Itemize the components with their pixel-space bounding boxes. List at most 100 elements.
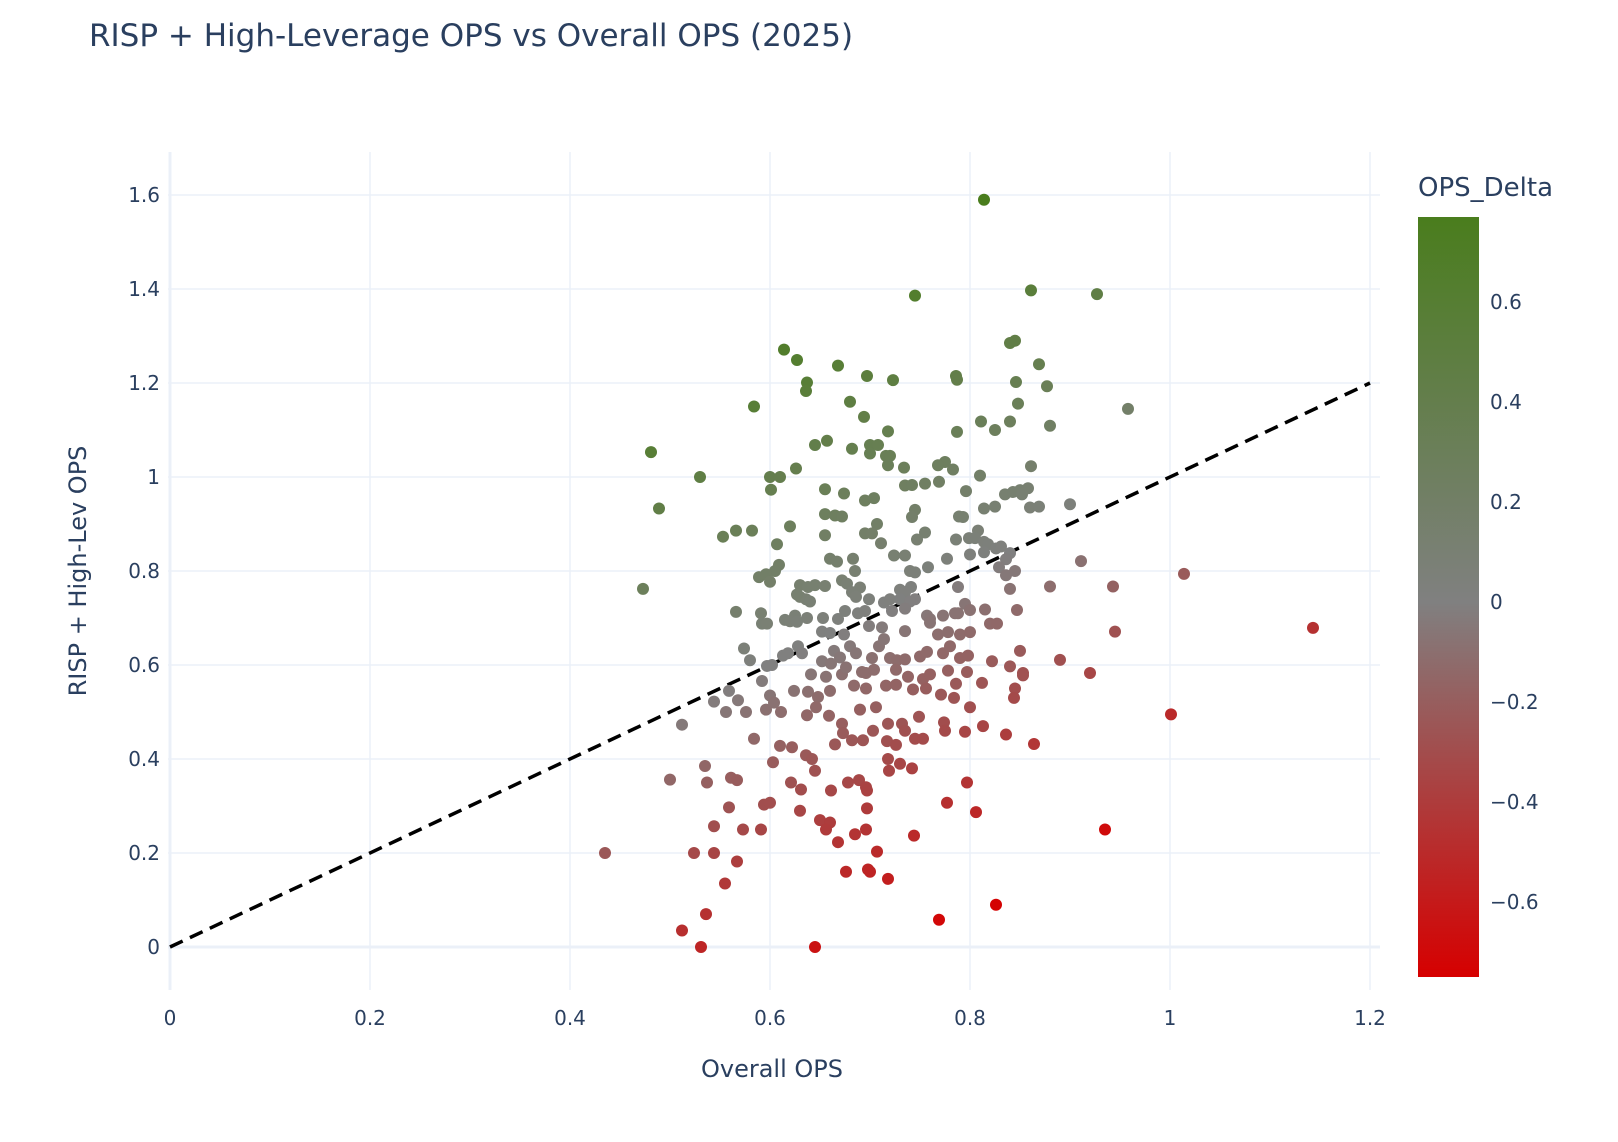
data-point [911, 533, 923, 546]
data-point [990, 898, 1002, 911]
data-point [941, 796, 953, 809]
y-tick-label: 1.2 [128, 371, 160, 395]
data-point [850, 647, 862, 660]
data-point [886, 604, 898, 617]
data-point [810, 701, 822, 714]
data-point [1064, 498, 1076, 511]
data-point [935, 688, 947, 701]
data-point [785, 776, 797, 789]
data-point [919, 526, 931, 539]
colorbar-tick-label: 0 [1490, 590, 1503, 614]
data-point [846, 734, 858, 747]
data-point [723, 684, 735, 697]
data-points [599, 193, 1319, 953]
data-point [755, 823, 767, 836]
data-point [954, 628, 966, 641]
data-point [850, 590, 862, 603]
data-point [748, 400, 760, 413]
data-point [907, 683, 919, 696]
x-tick-label: 1 [1164, 1006, 1177, 1030]
data-point [875, 537, 887, 550]
data-point [989, 500, 1001, 513]
data-point [944, 640, 956, 653]
data-point [970, 806, 982, 819]
data-point [809, 439, 821, 452]
tick-labels: 0 0.2 0.4 0.6 0.8 1 1.2 0 0.2 0.4 0.6 0.8 1 1.2 1.4 1.6 [128, 183, 1386, 1030]
data-point [761, 617, 773, 630]
data-point [765, 483, 777, 496]
data-point [816, 655, 828, 668]
data-point [764, 796, 776, 809]
data-point [801, 709, 813, 722]
data-point [755, 607, 767, 620]
data-point [699, 760, 711, 773]
data-point [1033, 500, 1045, 513]
data-point [899, 602, 911, 615]
data-point [842, 776, 854, 789]
data-point [859, 604, 871, 617]
data-point [1307, 621, 1319, 634]
data-point [809, 941, 821, 953]
colorbar: OPS_Delta 0.6 0.4 0.2 0 −0.2 −0.4 −0.6 [1418, 173, 1553, 977]
data-point [882, 425, 894, 438]
data-point [1025, 284, 1037, 297]
data-point [782, 647, 794, 660]
data-point [1107, 580, 1119, 593]
data-point [1054, 653, 1066, 666]
data-point [1004, 582, 1016, 595]
colorbar-tick-label: 0.4 [1490, 390, 1522, 414]
x-tick-label: 0.8 [954, 1006, 986, 1030]
data-point [708, 847, 720, 859]
data-point [882, 717, 894, 730]
data-point [860, 682, 872, 695]
data-point [795, 783, 807, 796]
data-point [1165, 708, 1177, 721]
data-point [868, 492, 880, 505]
data-point [791, 353, 803, 366]
data-point [978, 193, 990, 206]
chart-title: RISP + High-Leverage OPS vs Overall OPS … [89, 18, 854, 54]
data-point [746, 524, 758, 537]
data-point [846, 442, 858, 455]
data-point [653, 502, 665, 515]
data-point [977, 720, 989, 733]
data-point [1004, 337, 1016, 350]
data-point [924, 616, 936, 629]
data-point [995, 540, 1007, 553]
data-point [950, 677, 962, 690]
y-tick-label: 0.2 [128, 841, 160, 865]
data-point [884, 449, 896, 462]
data-point [949, 607, 961, 620]
data-point [786, 741, 798, 754]
data-point [899, 724, 911, 737]
data-point [909, 566, 921, 579]
x-tick-label: 0.2 [354, 1006, 386, 1030]
data-point [890, 678, 902, 691]
data-point [723, 801, 735, 814]
data-point [801, 612, 813, 624]
data-point [637, 582, 649, 595]
data-point [730, 605, 742, 618]
data-point [1075, 555, 1087, 568]
data-point [695, 941, 707, 953]
data-point [832, 612, 844, 625]
x-tick-label: 0 [164, 1006, 177, 1030]
data-point [881, 735, 893, 748]
data-point [1000, 569, 1012, 582]
data-point [932, 628, 944, 641]
data-point [861, 784, 873, 797]
data-point [942, 626, 954, 639]
data-point [838, 628, 850, 641]
data-point [719, 877, 731, 890]
data-point [825, 784, 837, 797]
data-point [1109, 625, 1121, 638]
data-point [796, 647, 808, 660]
data-point [1044, 580, 1056, 593]
data-point [1033, 358, 1045, 371]
data-point [991, 617, 1003, 630]
data-point [791, 615, 803, 628]
data-point [860, 823, 872, 836]
data-point [906, 478, 918, 491]
data-point [899, 625, 911, 638]
